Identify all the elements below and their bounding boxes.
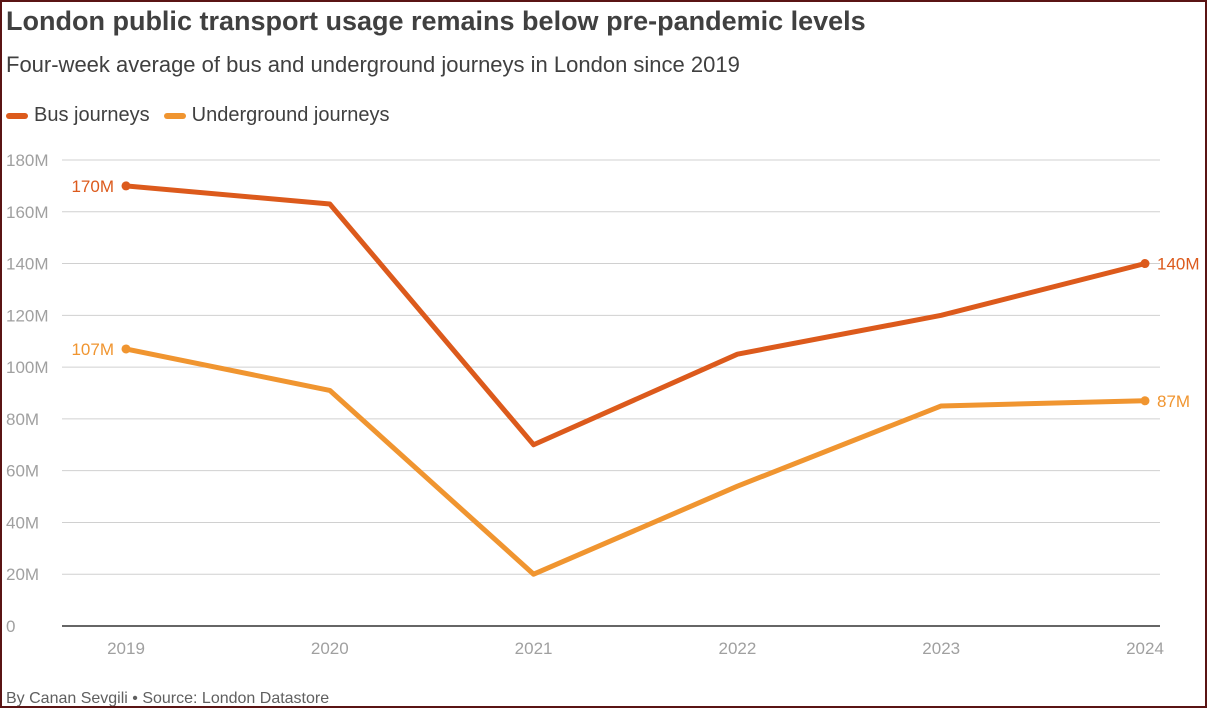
series-start-label: 107M <box>71 340 114 359</box>
legend-label-underground: Underground journeys <box>191 104 390 126</box>
y-tick-label: 60M <box>6 462 39 481</box>
footer-credit: By Canan Sevgili • Source: London Datast… <box>6 690 330 707</box>
y-tick-label: 120M <box>6 306 49 325</box>
series-start-label: 170M <box>71 177 114 196</box>
x-tick-label: 2022 <box>718 639 756 658</box>
series-end-point <box>1140 259 1150 269</box>
series-start-point <box>121 181 131 191</box>
legend-swatch-underground <box>163 112 186 119</box>
series-end-point <box>1140 396 1150 406</box>
x-tick-label: 2019 <box>107 639 145 658</box>
y-tick-label: 180M <box>6 151 49 170</box>
y-tick-label: 20M <box>6 565 39 584</box>
legend-swatch-bus <box>6 112 28 119</box>
y-tick-label: 0 <box>6 617 15 636</box>
y-tick-label: 160M <box>6 203 49 222</box>
y-tick-label: 140M <box>6 255 49 274</box>
y-tick-label: 100M <box>6 358 49 377</box>
chart-subtitle: Four-week average of bus and underground… <box>6 52 740 77</box>
legend: Bus journeys Underground journeys <box>6 104 390 127</box>
x-tick-label: 2020 <box>311 639 349 658</box>
legend-item-underground: Underground journeys <box>163 104 390 127</box>
series-line-1 <box>123 346 1148 577</box>
legend-item-bus: Bus journeys <box>6 104 150 127</box>
y-tick-label: 80M <box>6 410 39 429</box>
x-tick-label: 2024 <box>1126 639 1164 658</box>
series-line-0 <box>123 183 1148 448</box>
series-start-point <box>121 344 131 354</box>
series-end-label: 87M <box>1157 392 1190 411</box>
y-tick-label: 40M <box>6 513 39 532</box>
series-end-label: 140M <box>1157 255 1200 274</box>
x-tick-label: 2023 <box>922 639 960 658</box>
chart-title: London public transport usage remains be… <box>6 6 866 36</box>
x-tick-label: 2021 <box>515 639 553 658</box>
legend-label-bus: Bus journeys <box>34 104 150 126</box>
